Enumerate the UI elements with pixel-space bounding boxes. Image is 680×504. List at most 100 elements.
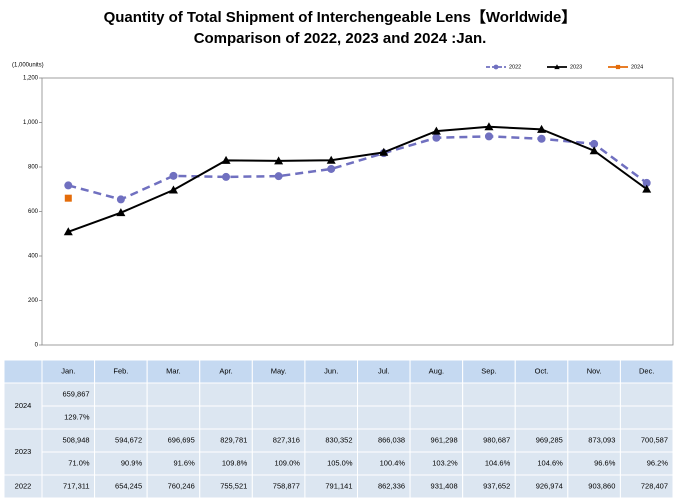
table-header: Sep. — [481, 366, 496, 375]
table-value: 109.0% — [274, 458, 300, 467]
marker — [222, 172, 231, 181]
legend-marker — [615, 64, 621, 70]
table-value: 866,038 — [378, 435, 405, 444]
table-value: 829,781 — [220, 435, 247, 444]
marker — [642, 184, 652, 193]
legend-label: 2023 — [570, 64, 582, 70]
y-tick-label: 1,200 — [23, 76, 39, 82]
chart-title: Quantity of Total Shipment of Intercheng… — [104, 8, 577, 26]
table-value: 830,352 — [325, 435, 352, 444]
table-value: 791,141 — [325, 481, 352, 490]
table-value: 105.0% — [327, 458, 353, 467]
row-label: 2022 — [15, 481, 32, 490]
marker — [169, 171, 178, 180]
marker — [274, 172, 283, 181]
table-value: 696,695 — [168, 435, 195, 444]
table-cell — [462, 382, 516, 407]
table-value: 926,974 — [536, 481, 563, 490]
table-value: 104.6% — [537, 458, 563, 467]
marker — [274, 156, 284, 165]
marker — [590, 139, 599, 148]
marker — [431, 126, 441, 135]
marker — [537, 134, 546, 143]
table-cell — [619, 382, 674, 407]
table-value: 980,687 — [483, 435, 510, 444]
table-cell — [409, 382, 464, 407]
table-header: Nov. — [587, 366, 602, 375]
table-value: 827,316 — [273, 435, 300, 444]
table-cell — [462, 405, 516, 430]
table-header: Jun. — [324, 366, 338, 375]
table-value: 755,521 — [220, 481, 247, 490]
table-header: Oct. — [535, 366, 549, 375]
marker — [63, 227, 73, 236]
table-cell — [357, 382, 411, 407]
table-header: Aug. — [429, 366, 444, 375]
table-value: 717,311 — [63, 481, 90, 490]
series-line — [67, 125, 648, 233]
table-header: Feb. — [113, 366, 128, 375]
y-axis-label: (1,000units) — [12, 63, 44, 69]
table-cell — [94, 405, 148, 430]
table-value: 937,652 — [483, 481, 510, 490]
marker — [484, 132, 493, 141]
y-tick-label: 200 — [28, 298, 39, 304]
table-value: 654,245 — [115, 481, 142, 490]
legend-marker — [554, 64, 560, 70]
table-value: 71.0% — [68, 458, 90, 467]
table-header: Dec. — [639, 366, 654, 375]
legend-marker — [493, 64, 499, 70]
row-label: 2023 — [15, 447, 32, 456]
table-value: 903,860 — [588, 481, 615, 490]
table-cell — [304, 382, 358, 407]
table-value: 969,285 — [536, 435, 563, 444]
marker — [221, 155, 231, 164]
table-value: 594,672 — [115, 435, 142, 444]
table-value: 961,298 — [431, 435, 458, 444]
table-cell — [567, 382, 621, 407]
table-cell — [251, 382, 306, 407]
table-cell — [251, 405, 306, 430]
table-cell — [567, 405, 621, 430]
table-header: Mar. — [166, 366, 181, 375]
marker — [326, 155, 336, 164]
table-cell — [619, 405, 674, 430]
y-tick-label: 800 — [28, 165, 39, 171]
table-value: 91.6% — [173, 458, 195, 467]
table-cell — [514, 405, 569, 430]
marker — [116, 195, 125, 204]
table-cell — [199, 405, 253, 430]
table-value: 758,877 — [273, 481, 300, 490]
marker — [642, 178, 651, 187]
table-cell — [3, 382, 43, 430]
table-value: 96.2% — [647, 458, 669, 467]
marker — [484, 122, 494, 131]
y-tick-label: 1,000 — [23, 120, 39, 126]
table-cell — [357, 405, 411, 430]
table-cell — [199, 382, 253, 407]
table-cell — [409, 405, 464, 430]
table-value: 931,408 — [431, 481, 458, 490]
marker — [64, 181, 73, 190]
row-label: 2024 — [15, 401, 32, 410]
table-cell — [94, 382, 148, 407]
table-value: 129.7% — [64, 412, 90, 421]
table-value: 873,093 — [588, 435, 615, 444]
table-cell — [146, 382, 201, 407]
marker — [168, 185, 178, 194]
marker — [379, 147, 389, 156]
table-cell — [514, 382, 569, 407]
y-tick-label: 600 — [28, 209, 39, 215]
series-line — [67, 135, 648, 201]
table-value: 700,587 — [641, 435, 668, 444]
marker — [432, 133, 441, 142]
table-header: Jan. — [61, 366, 75, 375]
marker — [327, 164, 336, 173]
table-value: 728,407 — [641, 481, 668, 490]
y-tick-label: 0 — [35, 343, 39, 349]
table-value: 100.4% — [380, 458, 406, 467]
table-header: Jul. — [378, 366, 390, 375]
table-header: Apr. — [219, 366, 232, 375]
table-value: 96.6% — [594, 458, 616, 467]
